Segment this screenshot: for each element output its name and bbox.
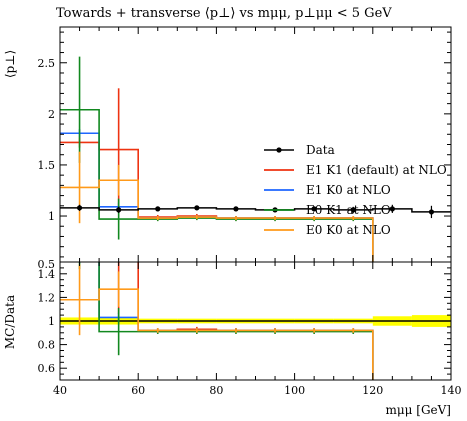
- legend-label: Data: [306, 143, 335, 157]
- main-plot-area: [60, 56, 451, 262]
- x-tick-label: 120: [362, 384, 383, 397]
- chart-title: Towards + transverse ⟨p⊥⟩ vs mμμ, p⊥μμ <…: [56, 6, 392, 21]
- legend-label: E1 K0 at NLO: [306, 183, 391, 197]
- y-tick-label-ratio: 0.6: [38, 362, 56, 375]
- data-point: [194, 205, 200, 211]
- y-axis-label-ratio: MC/Data: [3, 295, 17, 349]
- y-tick-label-ratio: 1.2: [38, 291, 56, 304]
- y-axis-label-main: ⟨p⊥⟩: [3, 50, 17, 78]
- y-tick-label-ratio: 0.8: [38, 339, 56, 352]
- x-tick-label: 80: [209, 384, 223, 397]
- legend-label: E1 K1 (default) at NLO: [306, 163, 447, 177]
- data-point: [389, 206, 395, 212]
- x-tick-label: 140: [441, 384, 462, 397]
- data-point: [155, 206, 161, 212]
- x-tick-label: 100: [284, 384, 305, 397]
- axes-labels: ⟨p⊥⟩ MC/Data mμμ [GeV]: [3, 50, 451, 417]
- legend-label: E0 K0 at NLO: [306, 223, 391, 237]
- data-point: [233, 206, 239, 212]
- data-line: [60, 207, 451, 213]
- legend-swatch-point: [276, 147, 282, 153]
- legend: Data E1 K1 (default) at NLO E1 K0 at NLO E0…: [264, 143, 447, 237]
- mc-series-3-line: [60, 179, 374, 262]
- x-tick-label: 60: [131, 384, 145, 397]
- ratio-plot: 40 60 80 100 120 140 0.6 0.8 1 1.2 1.40.5: [38, 258, 462, 397]
- legend-label: E0 K1 at NLO: [306, 203, 391, 217]
- y-tick-label-ratio: 1: [48, 315, 55, 328]
- x-axis-label: mμμ [GeV]: [385, 403, 451, 417]
- data-point: [116, 207, 122, 213]
- y-tick-label-main: 2: [48, 108, 55, 121]
- mc-ratio-0-line: [137, 262, 374, 380]
- mc-ratio-3-line: [60, 288, 374, 380]
- data-point: [76, 205, 83, 211]
- data-point: [350, 207, 356, 213]
- y-tick-label-main: 1: [48, 210, 55, 223]
- data-point: [428, 209, 435, 215]
- ratio-plot-area: [60, 262, 451, 380]
- x-tick-label: 40: [53, 384, 67, 397]
- data-point: [311, 206, 317, 212]
- y-tick-label-main: 1.5: [38, 159, 56, 172]
- y-tick-label-main: 2.5: [38, 57, 56, 70]
- y-tick-label-ratio: 1.4: [38, 268, 56, 281]
- y-tick-label-ratio-top: 0.5: [38, 258, 56, 271]
